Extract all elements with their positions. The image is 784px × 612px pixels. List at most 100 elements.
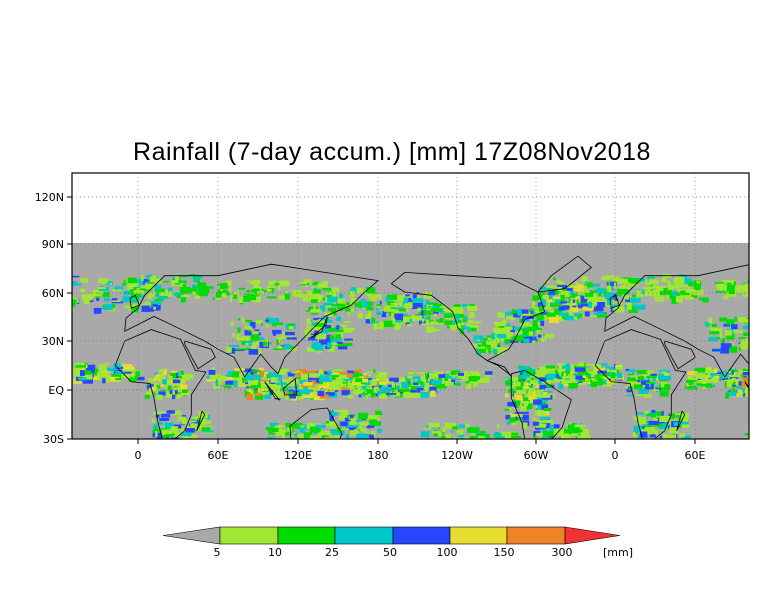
rain-cell xyxy=(720,373,723,379)
rain-cell xyxy=(606,299,613,305)
rain-cell xyxy=(585,377,589,382)
rain-cell xyxy=(266,322,269,328)
rain-cell xyxy=(368,311,372,318)
rain-cell xyxy=(488,347,491,354)
rain-cell xyxy=(539,428,548,431)
rain-cell xyxy=(719,332,723,339)
rain-cell xyxy=(628,306,638,313)
rain-cell xyxy=(558,383,564,389)
rain-cell xyxy=(679,291,683,295)
rain-cell xyxy=(585,279,588,286)
rain-cell xyxy=(687,381,694,385)
rain-cell xyxy=(130,299,134,302)
rain-cell xyxy=(580,293,588,297)
rain-cell xyxy=(593,363,602,370)
rain-cell xyxy=(387,294,398,300)
rain-cell xyxy=(319,394,329,399)
lon-label: 60E xyxy=(208,449,229,462)
rain-cell xyxy=(539,371,548,375)
rain-cell xyxy=(429,373,435,379)
rain-cell xyxy=(767,379,770,382)
color-bar-segment xyxy=(334,526,394,545)
rain-cell xyxy=(447,423,456,428)
rain-cell xyxy=(590,364,596,367)
rain-cell xyxy=(620,285,631,291)
rain-cell xyxy=(469,436,478,438)
rain-cell xyxy=(761,377,769,379)
rain-cell xyxy=(770,346,772,350)
rain-cell xyxy=(169,374,175,381)
rain-cell xyxy=(72,308,74,312)
rain-cell xyxy=(504,332,513,336)
rain-cell xyxy=(574,365,581,369)
rain-cell xyxy=(754,319,763,324)
rain-cell xyxy=(161,429,173,435)
rain-cell xyxy=(553,424,560,429)
rain-cell xyxy=(547,310,556,314)
rain-cell xyxy=(568,295,579,300)
rain-cell xyxy=(403,297,409,304)
rain-cell xyxy=(691,294,698,299)
rain-cell xyxy=(730,369,739,372)
rain-cell xyxy=(456,429,464,435)
rain-cell xyxy=(527,324,539,330)
rain-cell xyxy=(731,324,738,329)
rain-cell xyxy=(349,301,353,306)
rain-cell xyxy=(515,416,518,421)
rain-cell xyxy=(723,295,729,300)
rain-cell xyxy=(576,364,585,367)
rain-cell xyxy=(243,295,251,302)
rain-cell xyxy=(654,296,665,302)
rain-cell xyxy=(580,429,583,435)
rain-cell xyxy=(278,295,290,300)
rain-cell xyxy=(314,344,324,351)
rain-cell xyxy=(560,363,566,366)
rain-cell xyxy=(535,408,539,415)
rain-cell xyxy=(505,378,509,381)
rain-cell xyxy=(673,278,685,285)
rain-cell xyxy=(98,278,108,284)
rain-cell xyxy=(521,328,526,331)
rain-cell xyxy=(423,319,429,326)
rain-cell xyxy=(589,315,598,318)
rain-cell xyxy=(466,383,472,390)
rain-cell xyxy=(253,283,259,288)
rain-cell xyxy=(311,343,315,349)
rain-cell xyxy=(248,295,256,301)
rain-cell xyxy=(308,436,318,439)
rain-cell xyxy=(236,337,243,341)
rain-cell xyxy=(520,366,531,372)
rain-cell xyxy=(613,306,625,313)
rain-cell xyxy=(351,419,363,422)
rain-cell xyxy=(752,393,758,396)
rain-cell xyxy=(763,438,766,440)
rain-cell xyxy=(556,280,563,285)
rain-cell xyxy=(182,433,189,439)
rain-cell xyxy=(273,348,285,350)
rain-cell xyxy=(192,416,199,420)
lat-label: EQ xyxy=(48,384,64,397)
rain-cell xyxy=(547,368,556,371)
rain-cell xyxy=(286,427,292,432)
rain-cell xyxy=(66,295,70,297)
rain-cell xyxy=(350,287,357,294)
rain-cell xyxy=(146,274,153,279)
rain-cell xyxy=(329,335,335,342)
rain-cell xyxy=(576,308,588,311)
rain-cell xyxy=(131,293,141,298)
rain-cell xyxy=(88,375,99,380)
rain-cell xyxy=(589,303,596,307)
rain-cell xyxy=(517,310,522,316)
rain-cell xyxy=(663,288,672,294)
rain-cell xyxy=(154,298,164,302)
rain-cell xyxy=(523,338,530,344)
rain-cell xyxy=(154,427,158,431)
rain-cell xyxy=(256,291,265,294)
rain-cell xyxy=(740,341,749,348)
rain-cell xyxy=(244,348,251,351)
rain-cell xyxy=(590,290,597,294)
rain-cell xyxy=(768,424,774,426)
rain-cell xyxy=(329,343,338,346)
rain-cell xyxy=(244,390,253,397)
rain-cell xyxy=(575,282,579,287)
